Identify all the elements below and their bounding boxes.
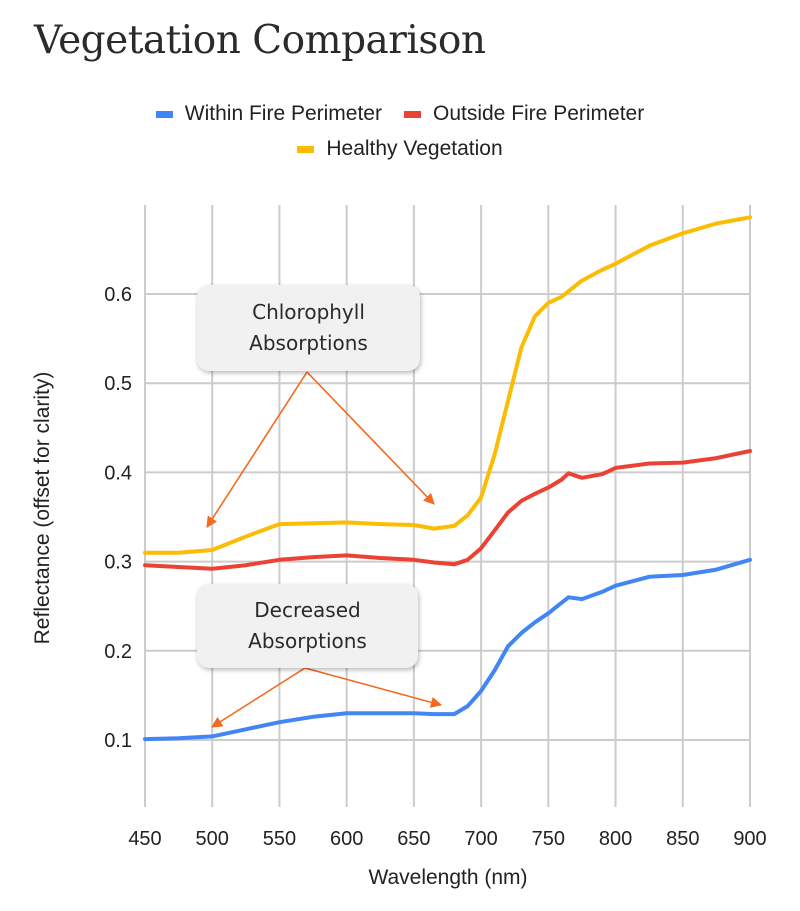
legend-swatch-healthy	[297, 145, 315, 153]
x-tick-label: 500	[196, 828, 229, 850]
y-axis-label: Reflectance (offset for clarity)	[31, 372, 54, 645]
x-axis-ticks: 450 500 550 600 650 700 750 800 850 900	[128, 828, 766, 850]
series-line-2	[143, 215, 752, 555]
callout-text-line2: Absorptions	[248, 629, 367, 653]
x-tick-label: 650	[397, 828, 430, 850]
callout-chlorophyll-absorptions: Chlorophyll Absorptions	[197, 285, 420, 371]
x-tick-label: 900	[733, 828, 766, 850]
x-tick-label: 850	[666, 828, 699, 850]
x-tick-label: 700	[464, 828, 497, 850]
callout-text-line1: Chlorophyll	[252, 300, 365, 324]
series-line-0	[143, 557, 752, 742]
chart-title: Vegetation Comparison	[34, 18, 486, 63]
series-line-1	[143, 449, 752, 571]
annotation-arrow	[211, 667, 306, 728]
legend-item-within[interactable]: Within Fire Perimeter	[155, 102, 382, 126]
legend-swatch-within	[155, 110, 173, 118]
y-tick-label: 0.3	[104, 552, 132, 574]
legend-item-healthy[interactable]: Healthy Vegetation	[297, 137, 503, 161]
y-tick-label: 0.2	[104, 641, 132, 663]
data-series	[143, 215, 752, 742]
legend-label: Outside Fire Perimeter	[432, 102, 645, 125]
x-tick-label: 750	[532, 828, 565, 850]
callout-decreased-absorptions: Decreased Absorptions	[197, 584, 418, 668]
legend-swatch-outside	[403, 110, 421, 118]
x-tick-label: 450	[128, 828, 161, 850]
annotation-arrow	[304, 667, 443, 708]
x-tick-label: 600	[330, 828, 363, 850]
legend-label: Within Fire Perimeter	[184, 102, 382, 125]
legend: Within Fire Perimeter Outside Fire Perim…	[0, 102, 800, 126]
y-tick-label: 0.5	[104, 373, 132, 395]
y-tick-label: 0.4	[104, 462, 132, 484]
callout-text-line2: Absorptions	[249, 331, 368, 355]
callout-text-line1: Decreased	[254, 598, 361, 622]
annotation-arrows	[206, 371, 443, 728]
x-tick-label: 550	[263, 828, 296, 850]
legend-row-2: Healthy Vegetation	[0, 137, 800, 161]
y-axis-ticks: 0.1 0.2 0.3 0.4 0.5 0.6	[104, 284, 132, 752]
legend-label: Healthy Vegetation	[326, 137, 503, 160]
y-tick-label: 0.1	[104, 730, 132, 752]
legend-item-outside[interactable]: Outside Fire Perimeter	[403, 102, 645, 126]
y-tick-label: 0.6	[104, 284, 132, 306]
annotation-arrow	[206, 371, 308, 528]
x-tick-label: 800	[599, 828, 632, 850]
x-axis-label: Wavelength (nm)	[368, 866, 527, 889]
annotation-arrow	[306, 371, 435, 505]
